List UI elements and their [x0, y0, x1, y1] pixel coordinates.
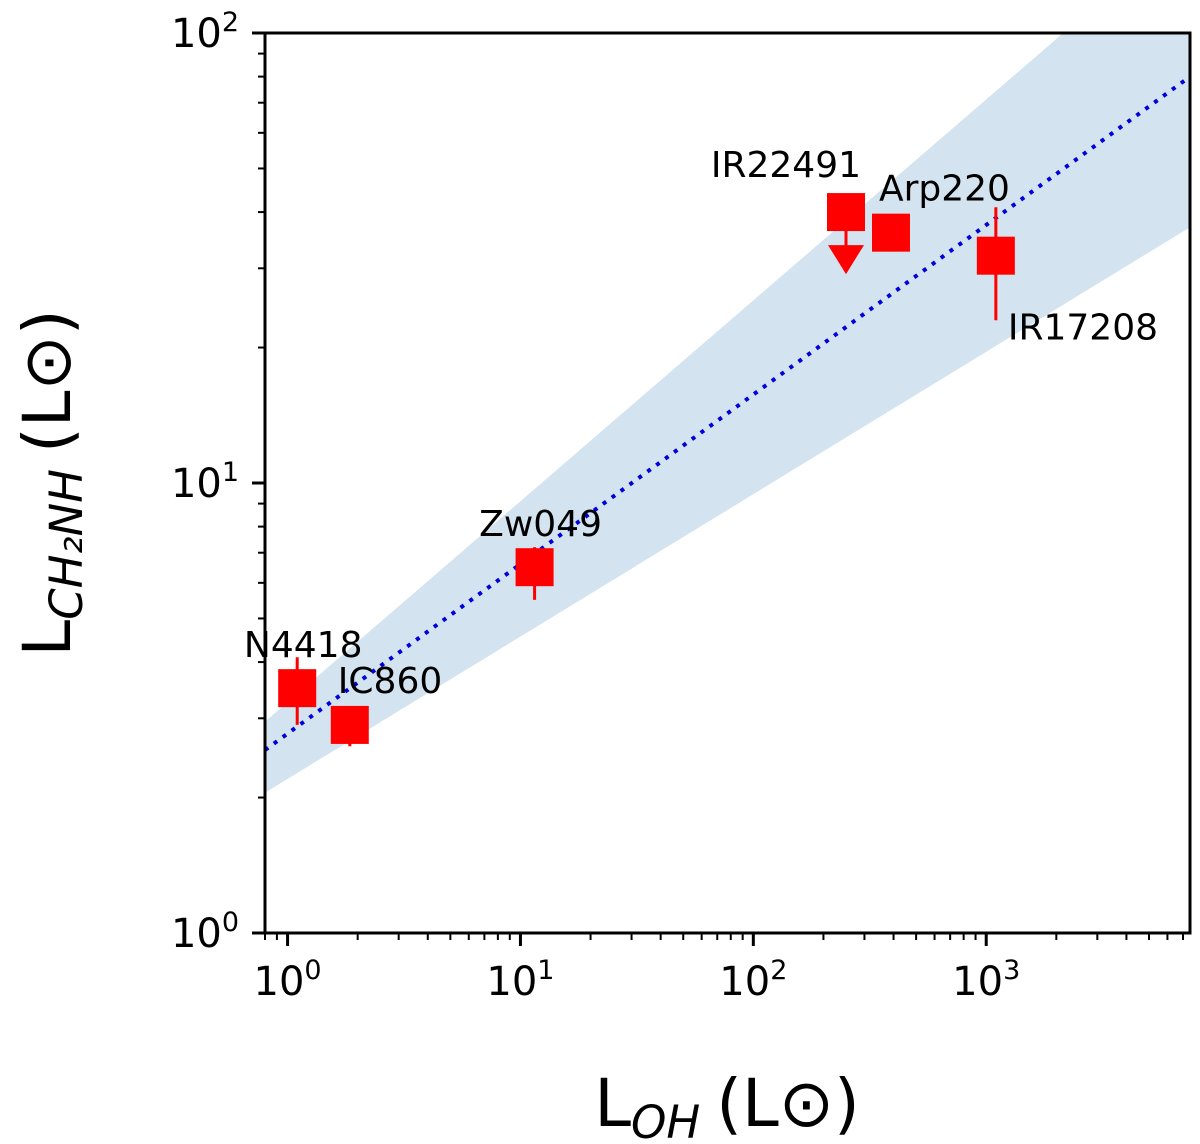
x-tick-label: 103: [952, 955, 1020, 1005]
fit-line-path: [265, 74, 1190, 752]
x-axis-label-main: L: [594, 1065, 631, 1142]
x-axis-label-sub: OH: [631, 1096, 700, 1144]
label-ic860: IC860: [338, 661, 442, 702]
y-tick-label: 101: [171, 457, 239, 507]
fit-line: [265, 74, 1190, 752]
upper-limit-arrow-ir22491: [828, 245, 865, 275]
marker-ic860: [330, 705, 369, 744]
y-axis-label-sub: CH₂NH: [40, 469, 93, 620]
x-tick-label: 102: [719, 955, 787, 1005]
x-tick-label: 101: [486, 955, 554, 1005]
marker-zw049: [515, 548, 554, 587]
label-zw049: Zw049: [479, 504, 602, 545]
y-tick-label: 100: [171, 907, 239, 957]
y-axis-label: LCH₂NH (L⊙): [9, 309, 93, 656]
y-axis-label-unit: (L⊙): [9, 309, 86, 453]
label-ir17208: IR17208: [1008, 308, 1158, 349]
marker-n4418: [278, 669, 317, 708]
point-arp220: [871, 213, 910, 252]
x-axis-label-unit: (L⊙): [716, 1065, 860, 1142]
point-zw049: [515, 547, 554, 600]
point-n4418: [278, 657, 317, 725]
x-axis-label: LOH (L⊙): [594, 1065, 860, 1144]
label-ir22491: IR22491: [711, 145, 861, 186]
marker-arp220: [871, 213, 910, 252]
y-axis-label-main: L: [9, 620, 86, 657]
marker-ir22491: [827, 193, 866, 232]
y-axis-ticks: 100 101 102: [171, 7, 265, 957]
marker-ir17208: [976, 236, 1015, 275]
label-arp220: Arp220: [879, 169, 1010, 210]
point-ic860: [330, 705, 369, 747]
data-points: [278, 193, 1015, 747]
point-ir17208: [976, 207, 1015, 321]
point-ir22491: [827, 193, 866, 275]
x-axis-ticks: 100 101 102 103: [254, 933, 1185, 1005]
y-tick-label: 102: [171, 7, 239, 57]
x-tick-label: 100: [254, 955, 322, 1005]
